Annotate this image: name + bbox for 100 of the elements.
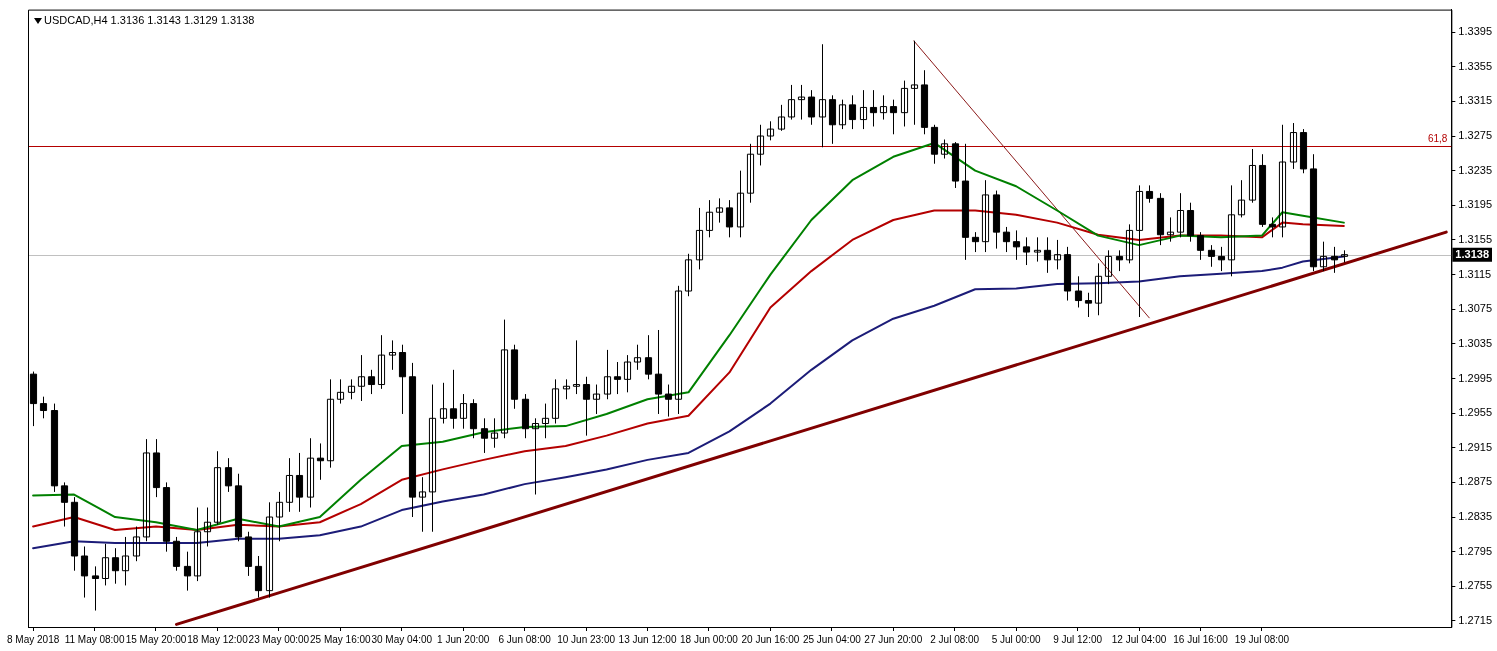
candlestick — [756, 124, 765, 166]
x-tick-label: 12 Jul 04:00 — [1111, 633, 1167, 645]
x-tick-label: 13 Jun 12:00 — [618, 633, 677, 645]
y-tick-label: 1.3315 — [1458, 94, 1493, 107]
candlestick — [797, 84, 806, 121]
y-tick-label: 1.3075 — [1458, 302, 1493, 315]
x-tick-label: 18 Jun 00:00 — [680, 633, 739, 645]
y-tick-label: 1.2715 — [1458, 613, 1493, 626]
candlestick — [1319, 241, 1328, 272]
candlestick — [357, 354, 366, 402]
candlestick — [418, 476, 427, 533]
y-tick-label: 1.3235 — [1458, 163, 1493, 176]
candlestick — [981, 179, 990, 253]
x-tick-label: 16 Jul 16:00 — [1173, 633, 1229, 645]
candlestick — [623, 354, 632, 393]
x-tick-label: 5 Jul 00:00 — [991, 633, 1042, 645]
ref-line-label: 1.3138 — [1455, 247, 1490, 260]
candlestick — [336, 378, 345, 405]
candlestick — [592, 384, 601, 415]
candlestick — [562, 378, 571, 400]
candlestick — [142, 438, 151, 542]
y-tick-label: 1.3275 — [1458, 129, 1493, 142]
x-tick-label: 19 Jul 08:00 — [1234, 633, 1290, 645]
candlestick — [459, 393, 468, 430]
x-tick-label: 25 May 16:00 — [310, 633, 372, 645]
candlestick — [1237, 179, 1246, 218]
candlestick — [910, 40, 919, 126]
y-tick-label: 1.2915 — [1458, 440, 1493, 453]
candlestick — [1104, 249, 1113, 285]
candlestick — [101, 543, 110, 586]
candlestick — [551, 378, 560, 425]
candlestick — [500, 319, 509, 439]
candlestick — [787, 84, 796, 121]
candlestick — [1176, 192, 1185, 238]
candlestick — [736, 170, 745, 238]
y-tick-label: 1.2875 — [1458, 475, 1493, 488]
x-tick-label: 11 May 08:00 — [64, 633, 125, 645]
candlestick — [879, 94, 888, 121]
candlestick — [1053, 239, 1062, 270]
candlestick — [347, 378, 356, 400]
candlestick — [531, 417, 540, 496]
x-tick-label: 8 May 2018 — [6, 633, 60, 645]
candlestick — [695, 207, 704, 270]
x-tick-label: 30 May 04:00 — [371, 633, 433, 645]
x-tick-label: 9 Jul 12:00 — [1053, 633, 1103, 645]
y-tick-label: 1.3035 — [1458, 336, 1493, 349]
candlestick — [490, 417, 499, 449]
y-tick-label: 1.3395 — [1458, 25, 1493, 38]
candlestick — [306, 437, 315, 508]
candlestick — [326, 378, 335, 469]
annotation: 61,8 — [1427, 133, 1448, 145]
candlestick — [838, 99, 847, 130]
candlestick — [572, 339, 581, 395]
candlestick — [1135, 184, 1144, 318]
x-tick-label: 1 Jun 20:00 — [437, 633, 490, 645]
candlestick — [213, 450, 222, 526]
y-tick-label: 1.2995 — [1458, 371, 1493, 384]
candlestick — [121, 536, 130, 586]
x-tick-label: 18 May 12:00 — [187, 633, 249, 645]
y-tick-label: 1.2755 — [1458, 579, 1493, 592]
candlestick — [285, 457, 294, 513]
candlestick — [715, 197, 724, 224]
candlestick — [1227, 184, 1236, 277]
candlestick — [1248, 148, 1257, 204]
y-tick-label: 1.3115 — [1458, 267, 1492, 280]
chart-title: USDCAD,H4 1.3136 1.3143 1.3129 1.3138 — [44, 13, 255, 26]
candlestick — [193, 507, 202, 582]
candlestick — [1289, 122, 1298, 170]
candlestick — [439, 382, 448, 425]
x-tick-label: 15 May 20:00 — [125, 633, 187, 645]
candlestick — [265, 501, 274, 599]
y-tick-label: 1.2955 — [1458, 406, 1493, 419]
x-tick-label: 10 Jun 23:00 — [557, 633, 616, 645]
candlestick — [275, 491, 284, 542]
candlestick — [818, 43, 827, 148]
x-tick-label: 25 Jun 04:00 — [802, 633, 862, 645]
candlestick — [1125, 223, 1134, 264]
candlestick — [428, 384, 437, 533]
candlestick — [777, 104, 786, 132]
candlestick — [203, 507, 212, 547]
candlestick — [940, 138, 949, 160]
candlestick — [1033, 236, 1042, 263]
candlestick — [541, 403, 550, 439]
candlestick — [1166, 216, 1175, 243]
x-tick-label: 20 Jun 16:00 — [741, 633, 800, 645]
x-tick-label: 23 May 00:00 — [248, 633, 310, 645]
y-tick-label: 1.2795 — [1458, 544, 1493, 557]
candlestick — [705, 199, 714, 238]
candlestick — [1278, 124, 1287, 238]
candlestick — [603, 349, 612, 400]
candlestick — [633, 344, 642, 371]
candlestick — [746, 143, 755, 204]
x-tick-label: 2 Jul 08:00 — [930, 633, 980, 645]
candlestick — [674, 285, 683, 415]
candlestick — [684, 253, 693, 297]
candlestick — [132, 526, 141, 562]
candlestick — [1094, 262, 1103, 316]
x-tick-label: 6 Jun 08:00 — [498, 633, 552, 645]
candlestick — [766, 120, 775, 141]
y-tick-label: 1.2835 — [1458, 510, 1493, 523]
